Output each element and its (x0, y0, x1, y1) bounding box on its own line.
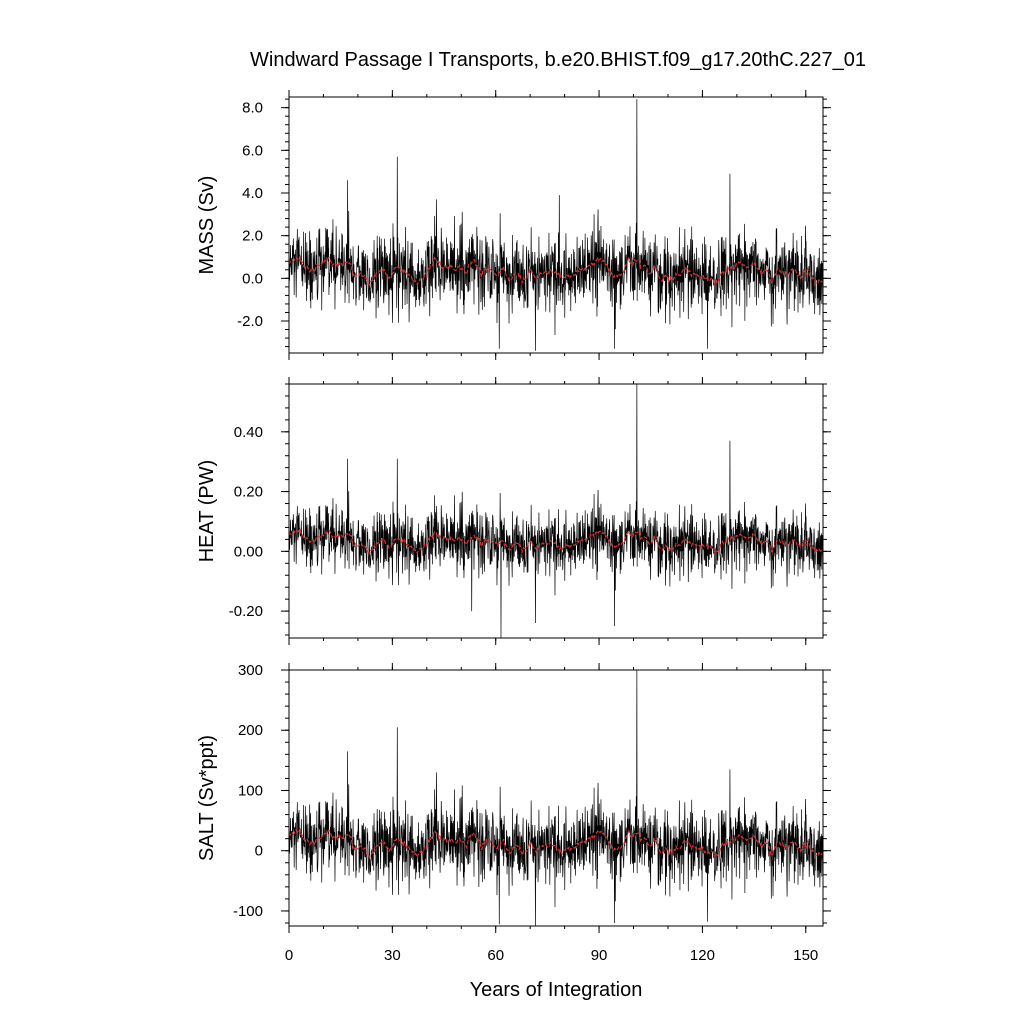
salt-y-tick-label: 200 (238, 722, 263, 739)
salt-y-axis-label: SALT (Sv*ppt) (196, 735, 218, 861)
x-tick-label: 150 (793, 947, 818, 964)
x-tick-label: 120 (690, 947, 715, 964)
heat-y-tick-labels: -0.20 0.00 0.20 0.40 (229, 424, 263, 620)
heat-panel: -0.20 0.00 0.20 0.40 HEAT (PW) (196, 377, 831, 645)
mass-y-axis-label: MASS (Sv) (196, 176, 218, 275)
heat-y-tick-label: 0.40 (234, 424, 263, 441)
mass-raw-series (288, 99, 824, 351)
mass-y-tick-label: 8.0 (242, 100, 263, 117)
mass-y-tick-label: 2.0 (242, 228, 263, 245)
x-tick-label: 0 (285, 947, 293, 964)
salt-smoothed-series (288, 828, 823, 860)
salt-y-tick-label: 0 (255, 843, 263, 860)
salt-panel: -100 0 100 200 300 0 30 60 90 120 150 SALT (Sv*pp… (196, 662, 831, 964)
salt-x-tick-labels: 0 30 60 90 120 150 (285, 947, 818, 964)
x-tick-label: 60 (487, 947, 504, 964)
x-tick-label: 90 (591, 947, 608, 964)
salt-ticks (281, 663, 831, 933)
mass-y-tick-label: -2.0 (237, 313, 263, 330)
heat-y-tick-label: -0.20 (229, 603, 263, 620)
mass-y-tick-label: 6.0 (242, 142, 263, 159)
salt-raw-series (288, 669, 824, 927)
chart-title: Windward Passage I Transports, b.e20.BHI… (250, 49, 866, 71)
mass-y-tick-labels: -2.0 0.0 2.0 4.0 6.0 8.0 (237, 100, 263, 330)
heat-plot-frame (288, 383, 824, 639)
heat-y-axis-label: HEAT (PW) (196, 460, 218, 563)
x-axis-label: Years of Integration (470, 979, 643, 1001)
mass-ticks (281, 90, 831, 360)
mass-panel: -2.0 0.0 2.0 4.0 6.0 8.0 MASS (Sv) (196, 90, 831, 360)
salt-y-tick-label: 100 (238, 782, 263, 799)
heat-y-tick-label: 0.00 (234, 543, 263, 560)
salt-y-tick-labels: -100 0 100 200 300 (233, 662, 263, 920)
heat-smoothed-series (288, 528, 823, 555)
salt-plot-frame (288, 669, 824, 927)
salt-y-tick-label: -100 (233, 903, 263, 920)
heat-ticks (281, 377, 831, 645)
salt-y-tick-label: 300 (238, 662, 263, 679)
mass-y-tick-label: 4.0 (242, 185, 263, 202)
heat-y-tick-label: 0.20 (234, 484, 263, 501)
mass-y-tick-label: 0.0 (242, 270, 263, 287)
mass-plot-frame (288, 96, 824, 354)
mass-smoothed-series (288, 255, 823, 287)
x-tick-label: 30 (384, 947, 401, 964)
heat-raw-series (288, 383, 824, 639)
